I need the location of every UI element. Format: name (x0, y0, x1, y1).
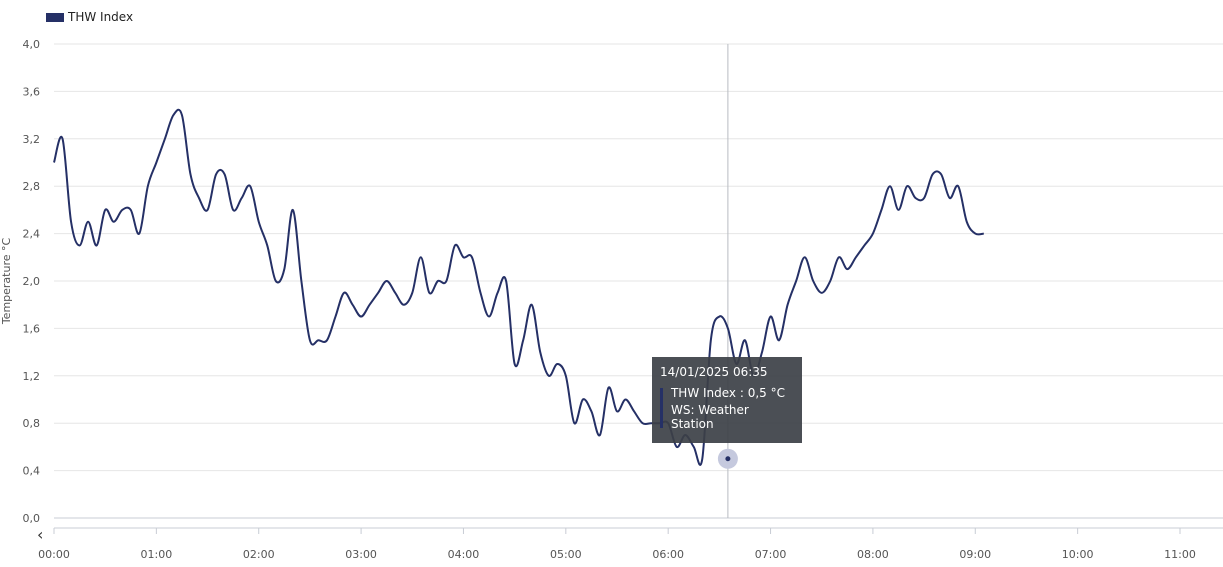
hover-marker[interactable] (725, 456, 731, 462)
y-axis-ticks: 0,0 0,4 0,8 1,2 1,6 2,0 2,4 2,8 3,2 3,6 4,0 (23, 38, 41, 525)
x-axis: 00:00 01:00 02:00 03:00 04:00 05:00 06:00 07:00… (38, 527, 1223, 561)
y-tick-label: 3,2 (23, 133, 41, 146)
y-tick-label: 3,6 (23, 85, 41, 98)
x-tick-label: 05:00 (550, 548, 582, 561)
y-tick-label: 0,8 (23, 417, 41, 430)
y-tick-label: 1,2 (23, 370, 41, 383)
x-tick-label: 06:00 (652, 548, 684, 561)
legend-label: THW Index (68, 10, 134, 24)
legend-swatch (46, 12, 64, 22)
x-tick-label: 11:00 (1164, 548, 1196, 561)
tooltip-series-marker (660, 388, 663, 428)
series-line-thw-index[interactable] (53, 108, 984, 466)
x-tick-label: 04:00 (448, 548, 480, 561)
y-tick-label: 2,4 (23, 228, 41, 241)
x-tick-label: 08:00 (857, 548, 889, 561)
tooltip: 14/01/2025 06:35 THW Index : 0,5 °C WS: … (652, 357, 802, 443)
y-axis-label: Temperature °C (0, 238, 13, 326)
x-tick-label: 01:00 (141, 548, 173, 561)
y-tick-label: 2,8 (23, 180, 41, 193)
x-tick-label: 07:00 (755, 548, 787, 561)
x-tick-label: 02:00 (243, 548, 275, 561)
legend-item-thw-index[interactable]: THW Index (46, 10, 133, 24)
y-tick-label: 0,0 (23, 512, 41, 525)
tooltip-series-value: THW Index : 0,5 °C (670, 386, 785, 400)
x-tick-label: 00:00 (38, 548, 70, 561)
x-tick-label: 03:00 (345, 548, 377, 561)
y-tick-label: 2,0 (23, 275, 41, 288)
tooltip-station: WS: Weather Station (670, 403, 749, 431)
x-tick-label: 10:00 (1062, 548, 1094, 561)
y-tick-label: 4,0 (23, 38, 41, 51)
y-tick-label: 0,4 (23, 465, 41, 478)
tooltip-date: 14/01/2025 06:35 (660, 365, 768, 379)
chevron-left-icon[interactable]: ‹ (37, 525, 44, 544)
grid-lines (54, 43, 1223, 519)
x-tick-label: 09:00 (959, 548, 991, 561)
y-tick-label: 1,6 (23, 322, 41, 335)
